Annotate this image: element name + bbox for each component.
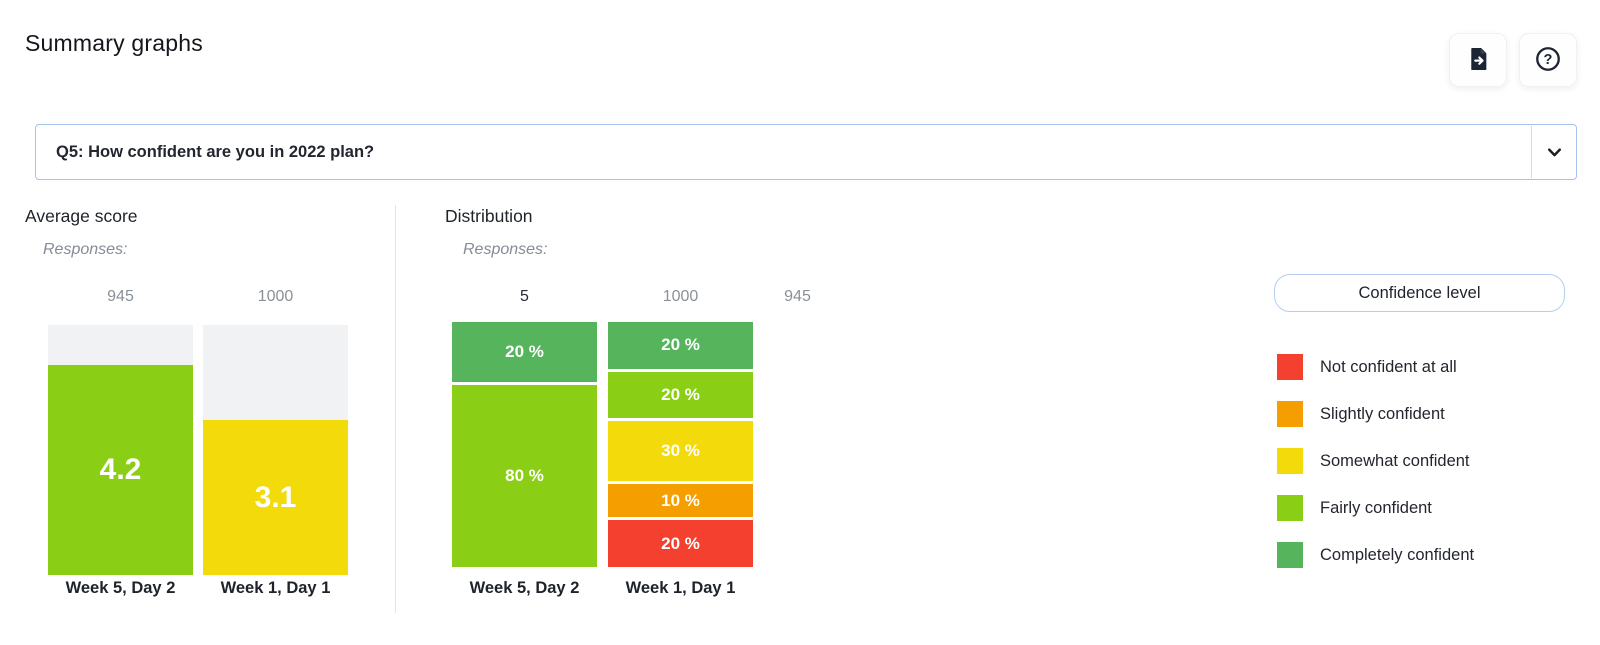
distribution-segment: 20 %	[608, 371, 753, 419]
average-score-column: 1000 3.1 Week 1, Day 1	[203, 287, 348, 598]
file-export-icon	[1465, 46, 1491, 75]
legend-panel: Confidence level Not confident at all Sl…	[1274, 274, 1565, 568]
segment-percent-label: 20 %	[505, 342, 544, 362]
average-bar-track: 3.1	[203, 325, 348, 575]
segment-percent-label: 10 %	[661, 490, 700, 510]
distribution-column: 1000 20 % 20 % 30 % 10 % 20 % Week 1, Da…	[608, 287, 753, 598]
legend-swatch	[1277, 448, 1303, 474]
segment-percent-label: 80 %	[505, 466, 544, 486]
segment-percent-label: 30 %	[661, 441, 700, 461]
average-score-value: 4.2	[99, 453, 142, 486]
legend-label: Slightly confident	[1320, 404, 1445, 423]
average-bar-track: 4.2	[48, 325, 193, 575]
question-mark-circle-icon: ?	[1534, 45, 1562, 76]
responses-count: 5	[520, 288, 529, 305]
responses-count: 1000	[662, 288, 699, 305]
distribution-responses-label: Responses:	[463, 241, 548, 258]
distribution-segment: 20 %	[452, 322, 597, 383]
legend-swatch	[1277, 401, 1303, 427]
section-divider	[395, 205, 396, 613]
legend-label: Fairly confident	[1320, 498, 1432, 517]
legend-label: Completely confident	[1320, 545, 1475, 564]
category-label: Week 5, Day 2	[469, 579, 580, 597]
legend-item: Not confident at all	[1274, 354, 1565, 380]
stacked-bar: 20 % 20 % 30 % 10 % 20 %	[608, 322, 753, 567]
average-score-responses-label: Responses:	[43, 241, 128, 258]
distribution-column: 945	[725, 287, 870, 306]
legend-item: Somewhat confident	[1274, 448, 1565, 474]
legend-item: Fairly confident	[1274, 495, 1565, 521]
category-label: Week 1, Day 1	[220, 579, 331, 597]
svg-text:?: ?	[1544, 52, 1553, 68]
responses-count: 945	[784, 288, 811, 305]
question-dropdown-value: Q5: How confident are you in 2022 plan?	[56, 142, 375, 161]
confidence-level-button[interactable]: Confidence level	[1274, 274, 1565, 312]
responses-count: 945	[107, 288, 134, 305]
average-bar-fill: 4.2	[48, 365, 193, 575]
stacked-bar: 20 % 80 %	[452, 322, 597, 567]
page-title: Summary graphs	[25, 30, 203, 56]
legend-item: Slightly confident	[1274, 401, 1565, 427]
distribution-segment: 10 %	[608, 484, 753, 518]
export-button[interactable]	[1449, 33, 1507, 87]
distribution-segment: 80 %	[452, 385, 597, 567]
distribution-segment: 20 %	[608, 322, 753, 369]
legend-swatch	[1277, 495, 1303, 521]
help-button[interactable]: ?	[1519, 33, 1577, 87]
segment-percent-label: 20 %	[661, 335, 700, 355]
legend-label: Not confident at all	[1320, 357, 1457, 376]
legend-swatch	[1277, 542, 1303, 568]
category-label: Week 1, Day 1	[625, 579, 736, 597]
distribution-segment: 30 %	[608, 421, 753, 482]
legend-item: Completely confident	[1274, 542, 1565, 568]
segment-percent-label: 20 %	[661, 384, 700, 404]
average-score-heading: Average score	[25, 206, 138, 226]
average-score-column: 945 4.2 Week 5, Day 2	[48, 287, 193, 598]
legend-label: Somewhat confident	[1320, 451, 1470, 470]
category-label: Week 5, Day 2	[65, 579, 176, 597]
legend-swatch	[1277, 354, 1303, 380]
question-dropdown[interactable]: Q5: How confident are you in 2022 plan?	[35, 124, 1577, 180]
distribution-column: 5 20 % 80 % Week 5, Day 2	[452, 287, 597, 598]
distribution-segment: 20 %	[608, 520, 753, 567]
segment-percent-label: 20 %	[661, 533, 700, 553]
dropdown-separator	[1531, 126, 1532, 178]
average-score-value: 3.1	[254, 480, 297, 514]
legend-items: Not confident at all Slightly confident …	[1274, 354, 1565, 568]
average-bar-fill: 3.1	[203, 420, 348, 575]
distribution-heading: Distribution	[445, 206, 533, 226]
chevron-down-icon	[1532, 125, 1576, 179]
responses-count: 1000	[257, 288, 294, 305]
